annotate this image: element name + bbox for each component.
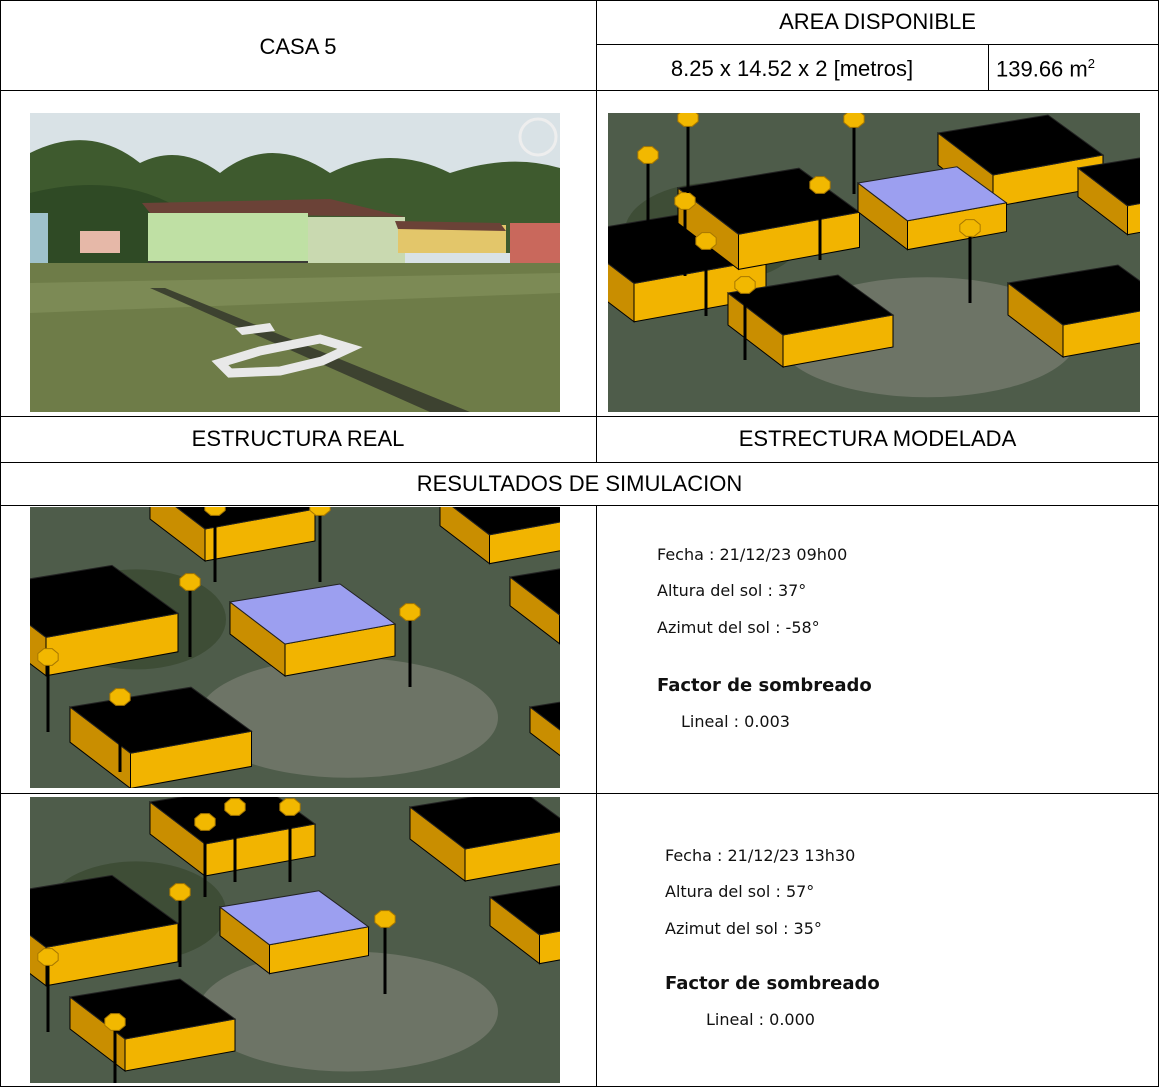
factor-title: Factor de sombreado [657,675,872,696]
rule [0,462,1159,463]
model-image [608,113,1140,412]
sun-azimuth: Azimut del sol : -58° [657,618,820,637]
simulation-image [30,797,560,1083]
sun-altitude: Altura del sol : 57° [665,882,815,901]
factor-title: Factor de sombreado [665,973,880,994]
dimensions: 8.25 x 14.52 x 2 [metros] [670,56,914,81]
caption-modeled: ESTRECTURA MODELADA [738,426,1017,451]
simulation-image [30,507,560,788]
photo [30,113,560,412]
rule [0,505,1159,506]
rule [0,0,1,1087]
rule [0,416,1159,417]
sun-altitude: Altura del sol : 37° [657,581,807,600]
date: Fecha : 21/12/23 09h00 [657,545,848,564]
rule [596,505,597,1087]
date: Fecha : 21/12/23 13h30 [665,846,856,865]
area: 139.66 m2 [996,56,1095,82]
rule [596,0,597,462]
area-exponent: 2 [1087,56,1095,71]
rule [0,0,1159,1]
sun-azimuth: Azimut del sol : 35° [665,919,822,938]
rule [988,44,989,90]
area-value: 139.66 m [996,56,1088,82]
results-title: RESULTADOS DE SIMULACION [416,471,743,496]
rule [596,44,1159,45]
linear-factor: Lineal : 0.000 [706,1010,815,1029]
area-title: AREA DISPONIBLE [779,9,976,34]
house-name: CASA 5 [259,34,337,59]
linear-factor: Lineal : 0.003 [681,712,790,731]
rule [0,90,1159,91]
rule [0,793,1159,794]
caption-real: ESTRUCTURA REAL [191,426,405,451]
